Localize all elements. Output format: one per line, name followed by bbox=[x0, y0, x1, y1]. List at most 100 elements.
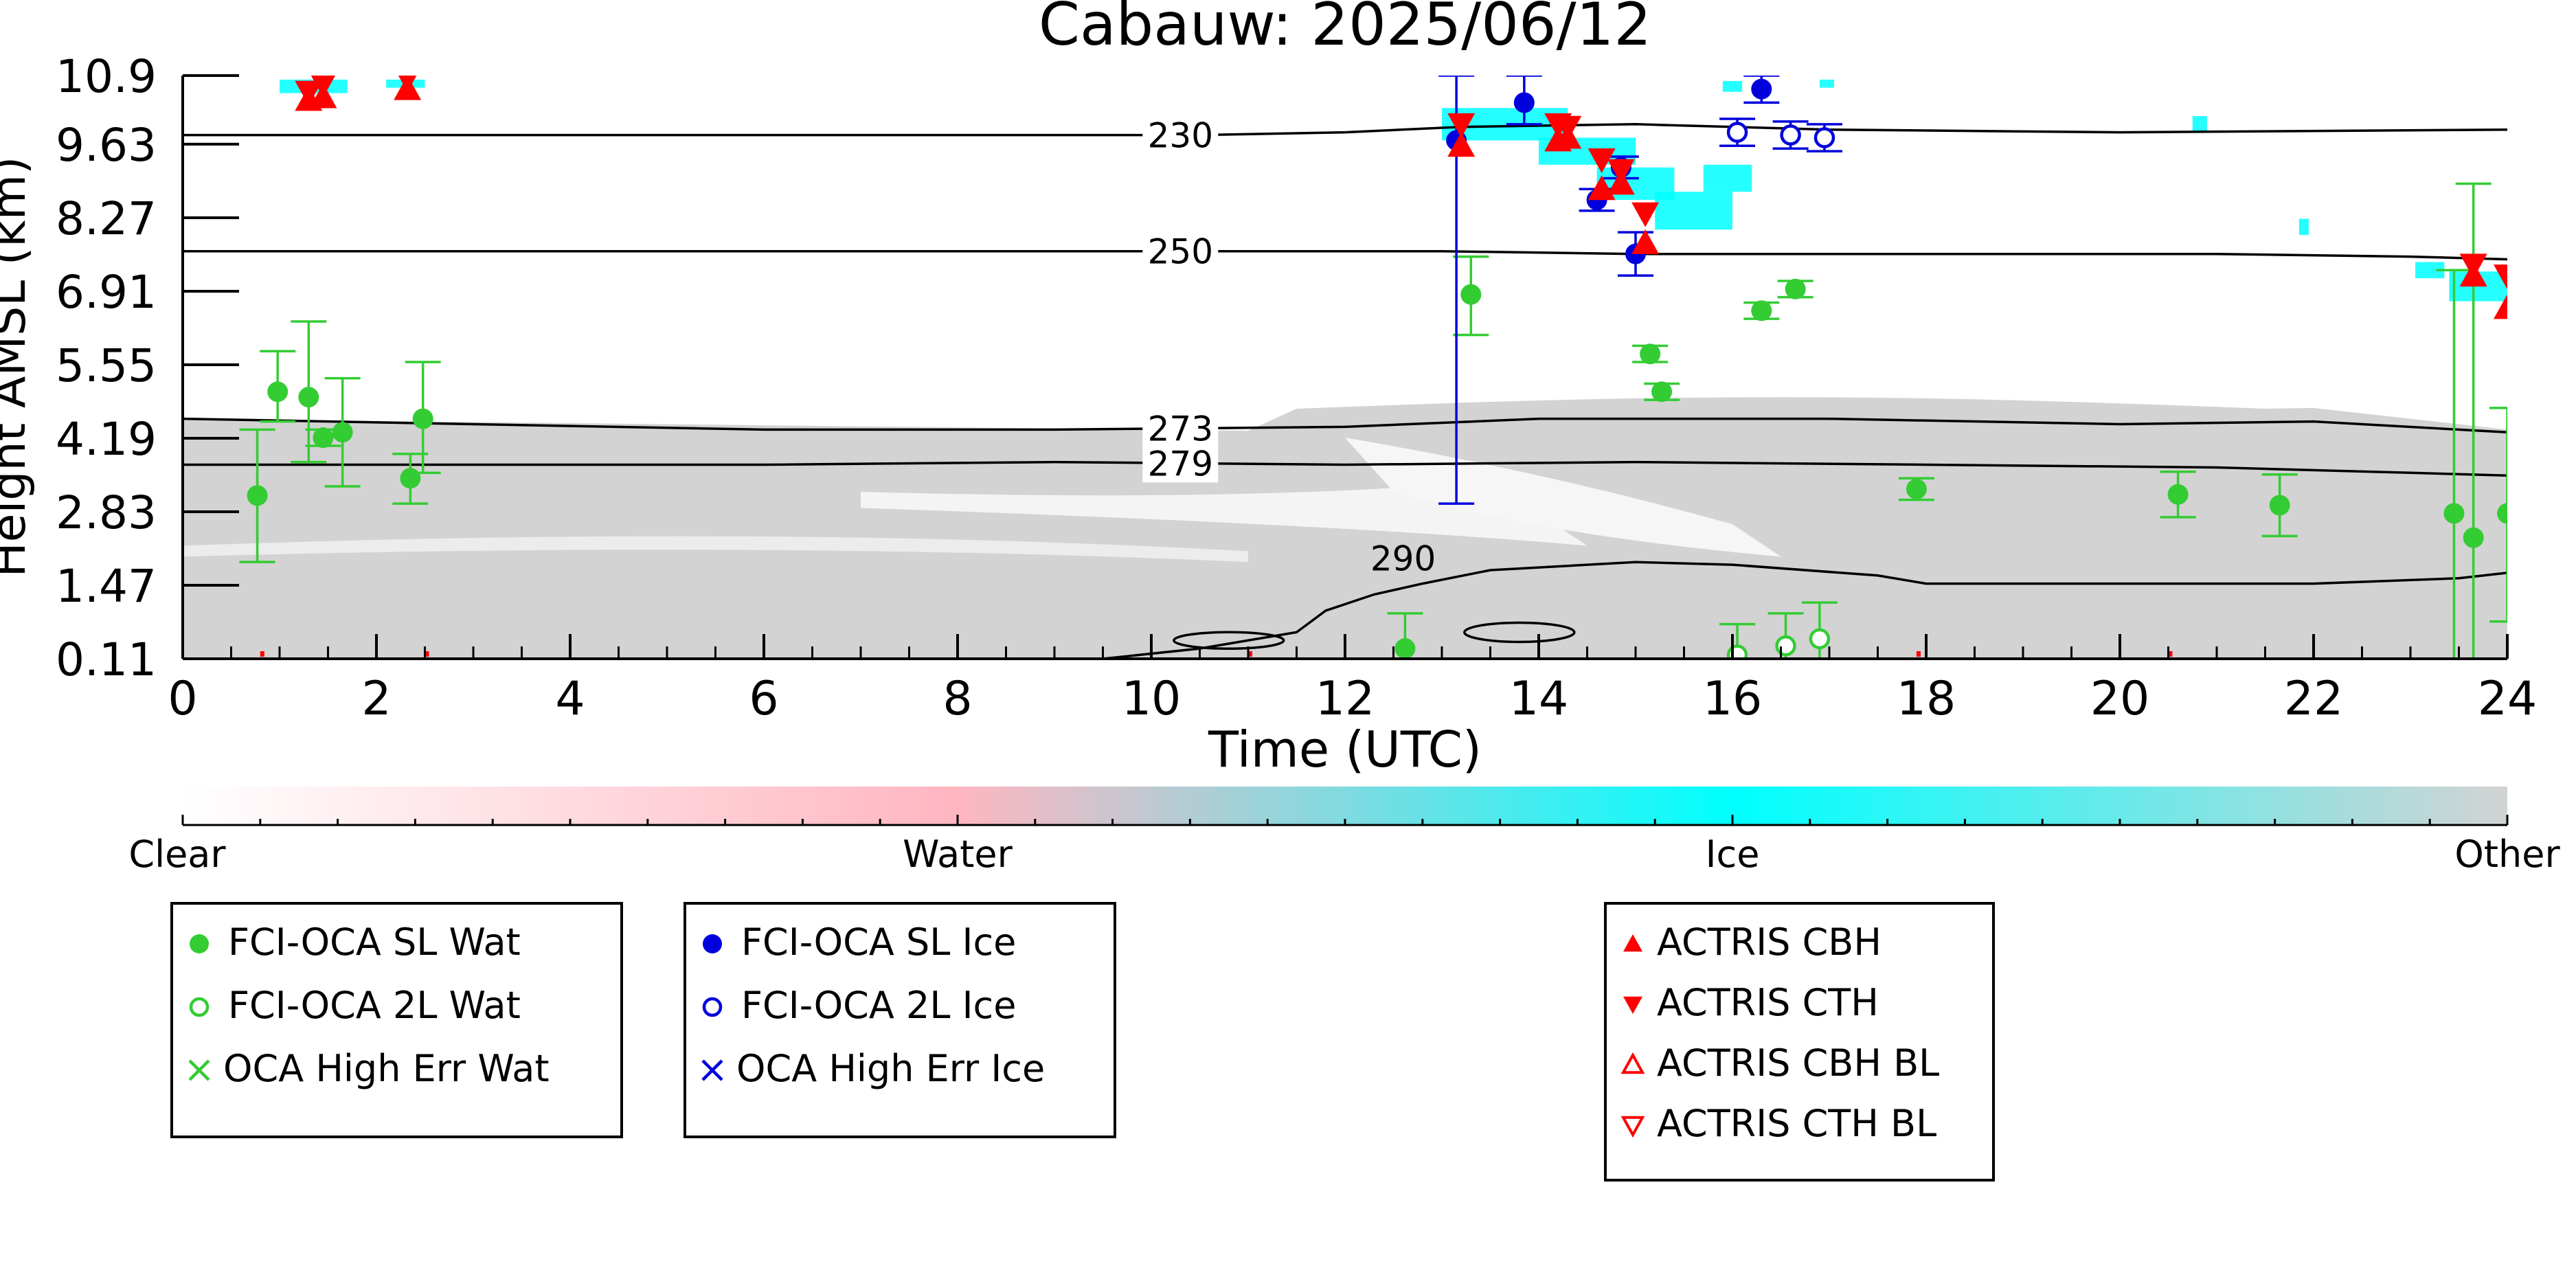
legend-box-2: FCI-OCA SL Ice FCI-OCA 2L Ice OCA High Err… bbox=[683, 902, 1116, 1138]
legend-marker bbox=[189, 997, 210, 1017]
contour-label: 279 bbox=[1148, 444, 1213, 484]
contour-230 bbox=[183, 123, 2507, 137]
chart-title: Cabauw: 2025/06/12 bbox=[1039, 0, 1651, 59]
point-fci-oca-2l-ice bbox=[1780, 124, 1801, 146]
point-actris-cth bbox=[1447, 113, 1476, 138]
point-fci-oca-sl-wat bbox=[412, 408, 433, 429]
contour-label-bg bbox=[1142, 114, 1219, 155]
contour-290-island bbox=[1463, 621, 1576, 644]
colorbar-label-clear: Clear bbox=[128, 833, 226, 876]
x-tick-label: 6 bbox=[749, 672, 778, 726]
x-tick-label: 18 bbox=[1897, 672, 1956, 726]
legend-frame bbox=[1604, 902, 1995, 1182]
contour-label: 273 bbox=[1148, 409, 1213, 449]
contour-label-bg bbox=[1365, 537, 1441, 578]
contour-label: 230 bbox=[1148, 116, 1213, 156]
y-tick-label: 9.63 bbox=[56, 119, 157, 172]
ground-dot bbox=[1916, 651, 1921, 657]
y-tick-label: 2.83 bbox=[56, 486, 157, 539]
contour-290-island bbox=[1173, 631, 1285, 650]
legend-label: ACTRIS CBH BL bbox=[1657, 1041, 1939, 1085]
legend-marker bbox=[188, 1059, 210, 1081]
legend-marker bbox=[703, 934, 722, 953]
ground-dot bbox=[1248, 651, 1252, 657]
point-fci-oca-sl-ice bbox=[1751, 78, 1772, 100]
point-fci-oca-sl-wat bbox=[400, 468, 421, 489]
ground-dot bbox=[425, 651, 429, 657]
legend-marker bbox=[190, 934, 209, 953]
y-tick-label: 10.9 bbox=[56, 50, 157, 103]
contour-label-bg bbox=[1142, 442, 1219, 483]
point-fci-oca-sl-wat bbox=[247, 485, 268, 506]
point-fci-oca-sl-wat bbox=[1460, 284, 1482, 305]
y-tick-label: 6.91 bbox=[56, 266, 157, 319]
point-fci-oca-sl-wat bbox=[313, 427, 334, 449]
legend-frame bbox=[170, 902, 623, 1138]
colorbar-label-water: Water bbox=[903, 833, 1013, 876]
contour-label: 250 bbox=[1148, 232, 1213, 272]
contour-273 bbox=[183, 417, 2507, 434]
point-actris-cth bbox=[2494, 264, 2507, 290]
x-tick-label: 12 bbox=[1315, 672, 1375, 726]
x-tick-label: 10 bbox=[1122, 672, 1182, 726]
x-tick-label: 20 bbox=[2090, 672, 2150, 726]
contour-label-bg bbox=[1142, 407, 1219, 448]
legend: FCI-OCA SL Wat FCI-OCA 2L Wat OCA High Err… bbox=[170, 902, 1995, 1182]
x-tick-label: 8 bbox=[942, 672, 972, 726]
x-axis-label: Time (UTC) bbox=[1208, 721, 1482, 778]
ice-patch bbox=[1819, 79, 1835, 88]
point-fci-oca-sl-wat bbox=[332, 422, 353, 443]
point-fci-oca-sl-wat bbox=[1651, 381, 1673, 403]
legend-box-3: ACTRIS CBH ACTRIS CTH ACTRIS CBH BL ACTRIS … bbox=[1604, 902, 1995, 1182]
colorbar-gradient bbox=[183, 787, 2507, 825]
ice-patch bbox=[1703, 164, 1752, 192]
legend-label: OCA High Err Ice bbox=[736, 1047, 1045, 1090]
legend-label: ACTRIS CBH bbox=[1657, 920, 1882, 964]
x-tick-label: 22 bbox=[2284, 672, 2344, 726]
axes: 0 2 4 6 8 10 12 14 16 18 20 22 240.111.472.834.195.5… bbox=[56, 50, 2537, 726]
point-fci-oca-sl-wat bbox=[2463, 527, 2484, 548]
point-fci-oca-sl-wat bbox=[2269, 495, 2290, 516]
y-tick-label: 0.11 bbox=[56, 633, 157, 686]
colorbar-ticks bbox=[181, 815, 2509, 826]
contour-279 bbox=[183, 460, 2507, 477]
contour-label: 290 bbox=[1370, 539, 1436, 579]
legend-marker bbox=[701, 1059, 723, 1081]
point-fci-oca-2l-wat bbox=[1809, 628, 1831, 650]
legend-marker bbox=[1620, 1052, 1645, 1074]
point-actris-cth bbox=[1607, 159, 1635, 184]
x-tick-label: 0 bbox=[168, 672, 197, 726]
ice-patch bbox=[1655, 192, 1732, 230]
legend-box-1: FCI-OCA SL Wat FCI-OCA 2L Wat OCA High Err… bbox=[170, 902, 623, 1138]
legend-label: FCI-OCA 2L Ice bbox=[741, 984, 1016, 1027]
point-actris-cth bbox=[1554, 115, 1582, 141]
point-actris-cbh bbox=[1447, 132, 1476, 157]
data-marks bbox=[239, 76, 2507, 659]
legend-marker bbox=[1623, 996, 1642, 1014]
contour-290 bbox=[1103, 561, 2507, 659]
x-tick-label: 14 bbox=[1509, 672, 1569, 726]
point-actris-cbh bbox=[1631, 229, 1660, 254]
legend-marker bbox=[702, 997, 723, 1017]
point-actris-cth bbox=[2459, 253, 2487, 279]
point-fci-oca-sl-wat bbox=[2497, 503, 2507, 524]
y-axis-label: Height AMSL (km) bbox=[0, 157, 36, 578]
point-actris-cth bbox=[295, 80, 323, 106]
point-fci-oca-sl-wat bbox=[1785, 278, 1806, 300]
point-actris-cth bbox=[1631, 202, 1660, 227]
point-fci-oca-sl-wat bbox=[1751, 300, 1772, 321]
legend-label: FCI-OCA 2L Wat bbox=[228, 984, 521, 1027]
contour-250 bbox=[183, 249, 2507, 261]
clear-band bbox=[861, 481, 1588, 546]
point-fci-oca-sl-wat bbox=[1640, 343, 1661, 365]
point-fci-oca-sl-wat bbox=[298, 387, 319, 408]
y-tick-label: 4.19 bbox=[56, 413, 157, 466]
clear-band bbox=[1345, 438, 1781, 557]
point-fci-oca-sl-wat bbox=[2167, 484, 2189, 505]
point-actris-cth bbox=[1588, 148, 1616, 173]
y-tick-label: 1.47 bbox=[56, 560, 157, 613]
ground-dot bbox=[260, 651, 264, 657]
x-tick-label: 4 bbox=[555, 672, 585, 726]
ice-patch bbox=[2415, 262, 2445, 279]
ice-patch bbox=[1722, 80, 1743, 92]
